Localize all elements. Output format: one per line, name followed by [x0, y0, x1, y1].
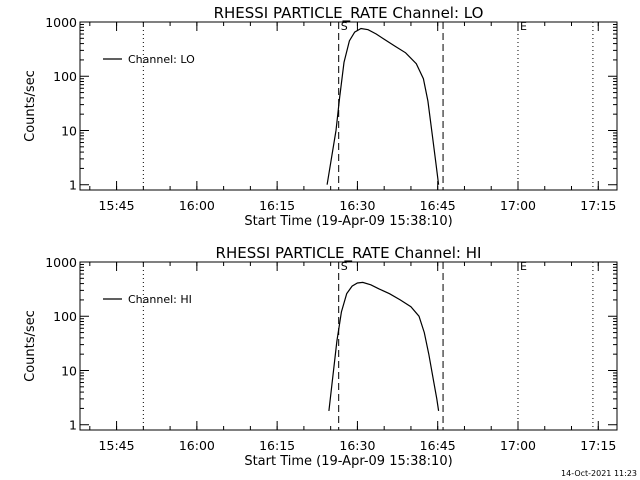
- x-tick-label: 17:15: [580, 198, 616, 213]
- x-tick-label: 15:45: [99, 438, 135, 453]
- marker-label: E: [520, 20, 527, 33]
- y-axis-label: Counts/sec: [23, 70, 38, 142]
- series-line: [328, 281, 440, 411]
- plot-frame: [79, 21, 618, 191]
- legend-label: Channel: HI: [128, 293, 192, 306]
- x-tick-label: 17:00: [500, 438, 536, 453]
- series-line: [326, 27, 440, 185]
- chart-title: RHESSI PARTICLE_RATE Channel: HI: [216, 244, 482, 263]
- chart-title: RHESSI PARTICLE_RATE Channel: LO: [214, 4, 484, 23]
- x-tick-label: 17:00: [500, 198, 536, 213]
- y-tick-label: 10: [61, 363, 77, 378]
- y-tick-label: 10: [61, 123, 77, 138]
- plot-frame: [79, 261, 618, 431]
- y-tick-label: 1: [69, 178, 77, 193]
- footer-timestamp: 14-Oct-2021 11:23: [561, 469, 637, 478]
- y-tick-label: 100: [53, 309, 77, 324]
- marker-label: S: [341, 20, 348, 33]
- marker-label: S: [341, 260, 348, 273]
- x-tick-label: 16:45: [420, 198, 456, 213]
- x-tick-label: 17:15: [580, 438, 616, 453]
- x-tick-label: 16:15: [259, 438, 295, 453]
- y-tick-label: 1: [69, 418, 77, 433]
- marker-label: E: [520, 260, 527, 273]
- x-tick-label: 16:45: [420, 438, 456, 453]
- x-axis-label: Start Time (19-Apr-09 15:38:10): [244, 454, 452, 469]
- y-axis-label: Counts/sec: [23, 310, 38, 382]
- y-tick-label: 1000: [45, 255, 77, 270]
- x-tick-label: 16:00: [179, 438, 215, 453]
- x-tick-label: 16:30: [339, 438, 375, 453]
- x-tick-label: 16:00: [179, 198, 215, 213]
- y-tick-label: 100: [53, 69, 77, 84]
- x-tick-label: 16:30: [339, 198, 375, 213]
- y-tick-label: 1000: [45, 15, 77, 30]
- x-tick-label: 16:15: [259, 198, 295, 213]
- legend-label: Channel: LO: [128, 53, 195, 66]
- x-axis-label: Start Time (19-Apr-09 15:38:10): [244, 214, 452, 229]
- x-tick-label: 15:45: [99, 198, 135, 213]
